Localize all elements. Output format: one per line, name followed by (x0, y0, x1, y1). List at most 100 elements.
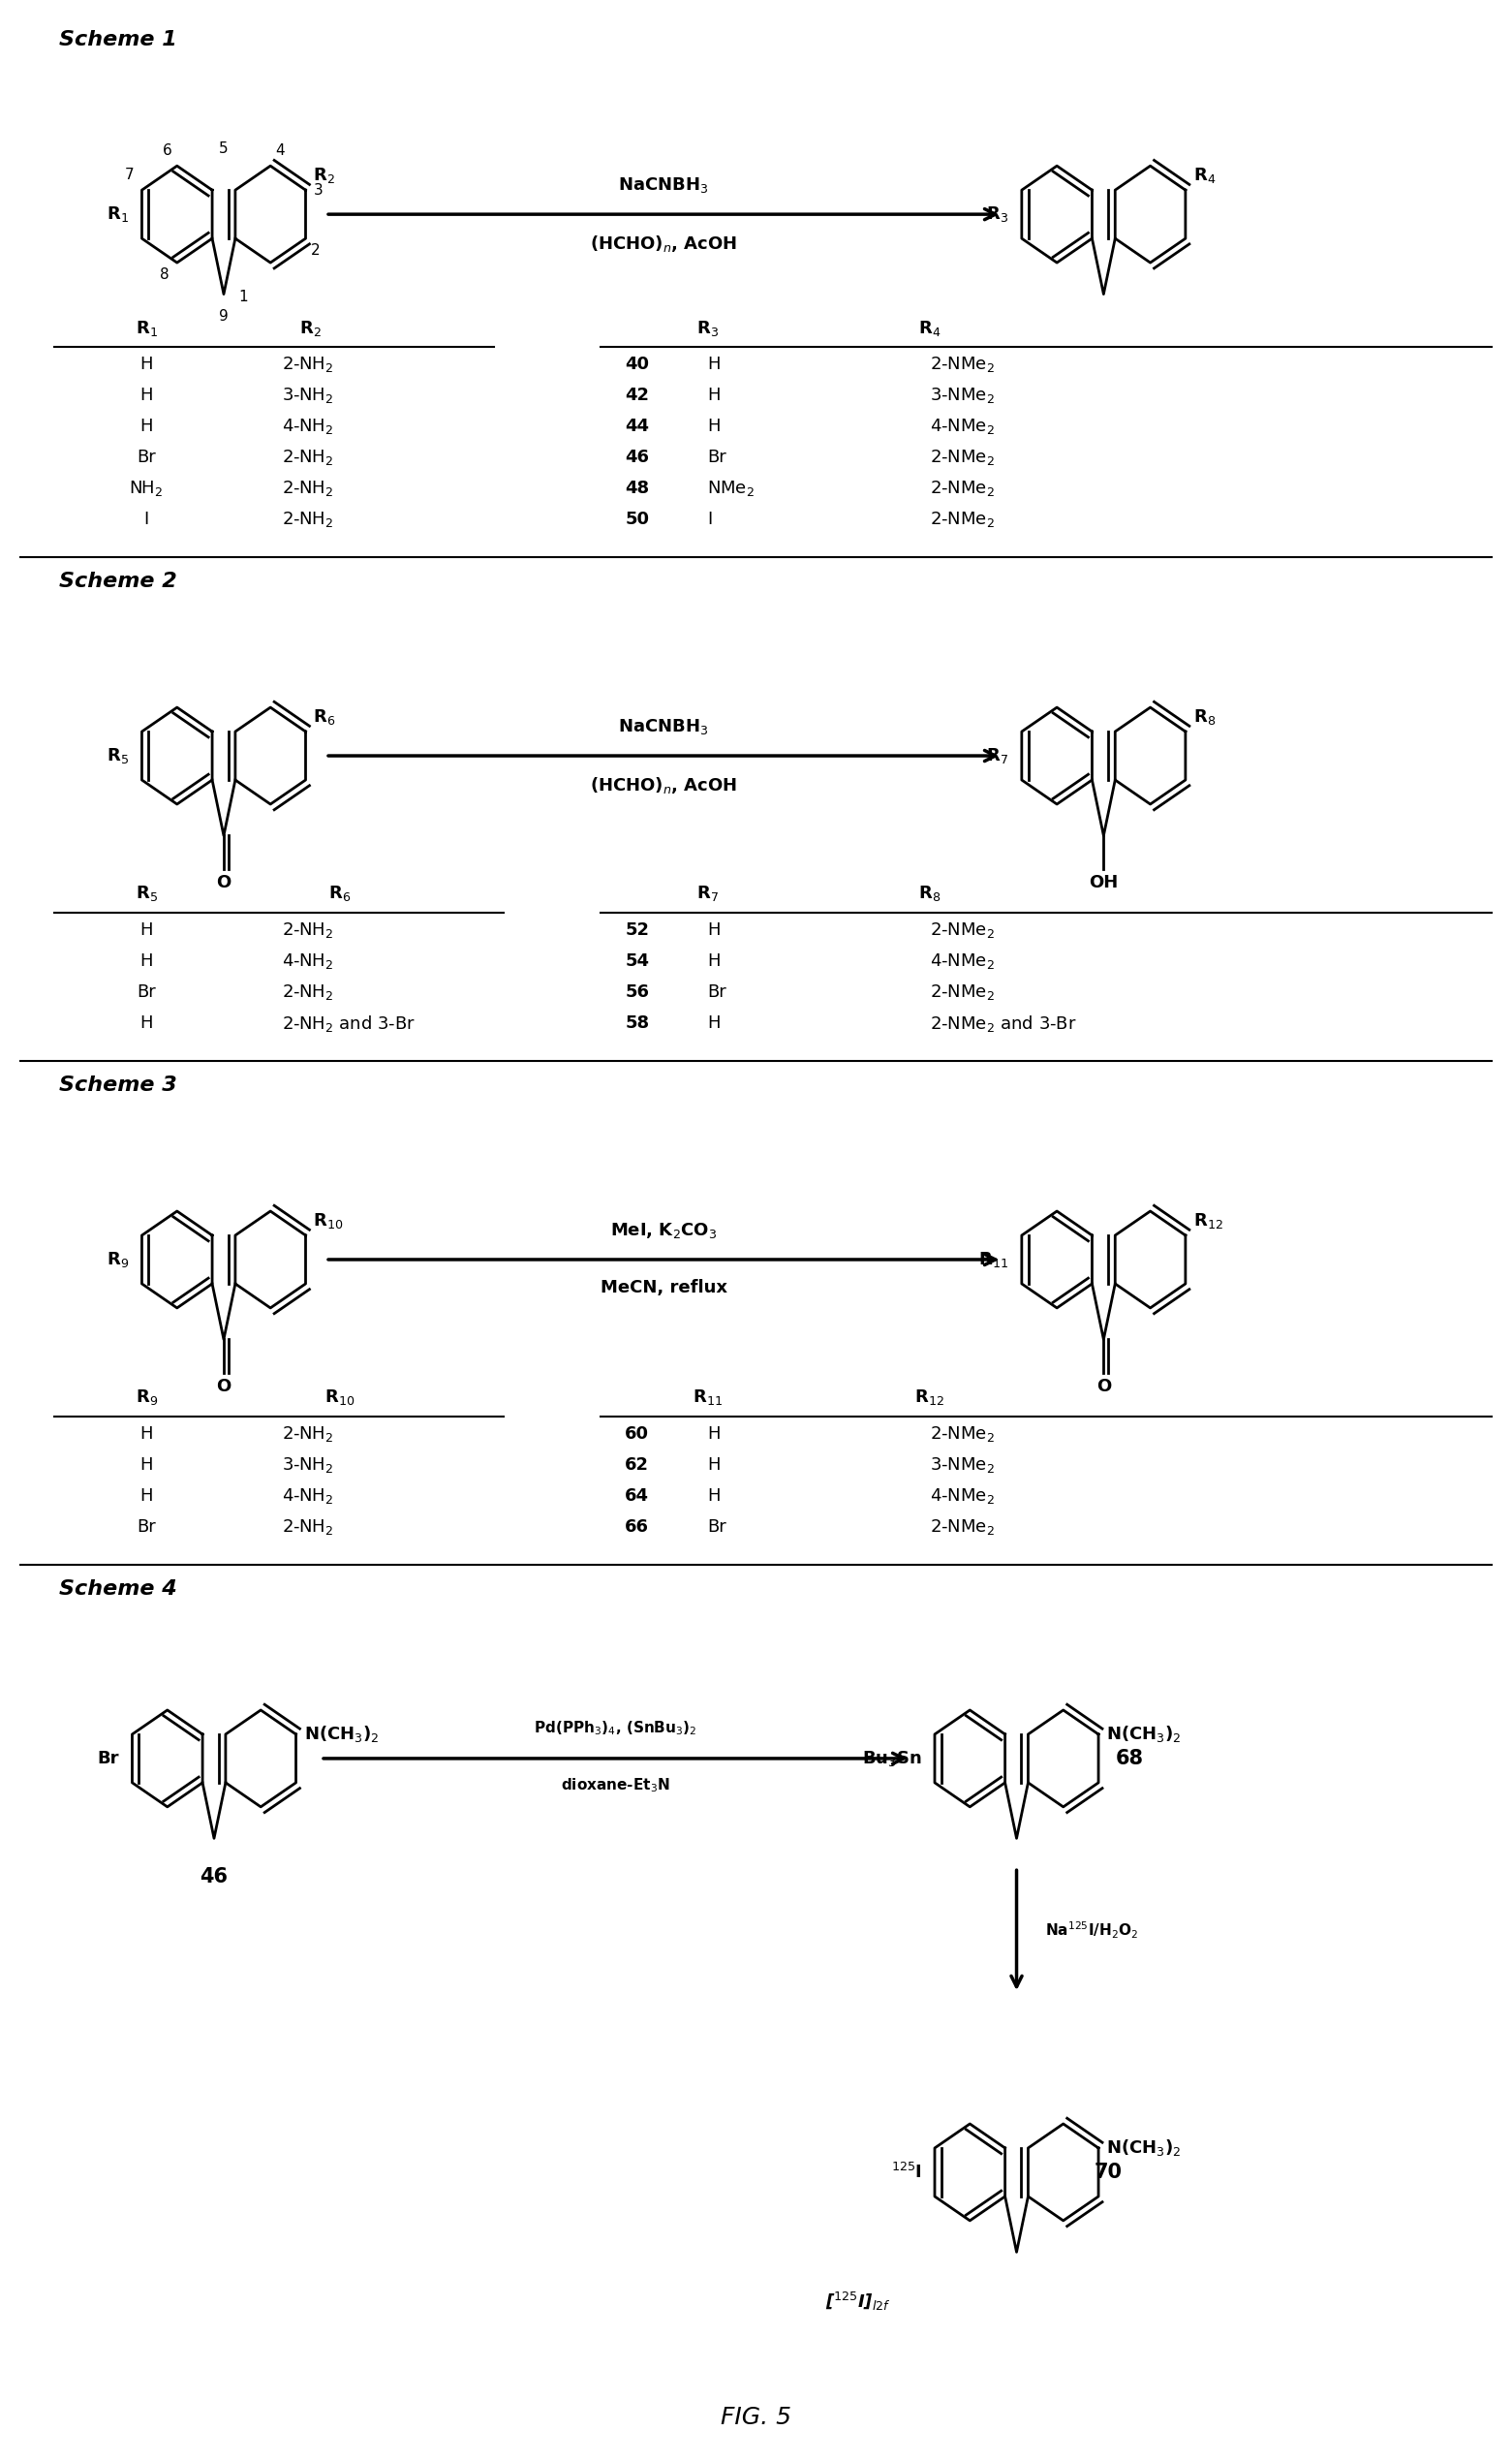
Text: 2-NH$_2$: 2-NH$_2$ (281, 480, 333, 497)
Text: 2-NH$_2$: 2-NH$_2$ (281, 982, 333, 1002)
Text: 2-NMe$_2$: 2-NMe$_2$ (930, 1425, 995, 1443)
Text: 2-NMe$_2$: 2-NMe$_2$ (930, 510, 995, 529)
Text: R$_3$: R$_3$ (696, 318, 718, 337)
Text: 2-NH$_2$: 2-NH$_2$ (281, 510, 333, 529)
Text: 42: 42 (624, 387, 649, 404)
Text: 4-NMe$_2$: 4-NMe$_2$ (930, 953, 995, 970)
Text: (HCHO)$_n$, AcOH: (HCHO)$_n$, AcOH (590, 234, 738, 254)
Text: H: H (708, 387, 720, 404)
Text: 2-NH$_2$: 2-NH$_2$ (281, 1425, 333, 1443)
Text: [$^{125}$I]$_{l2f}$: [$^{125}$I]$_{l2f}$ (826, 2290, 891, 2314)
Text: N(CH$_3$)$_2$: N(CH$_3$)$_2$ (1107, 1723, 1181, 1746)
Text: 3-NH$_2$: 3-NH$_2$ (281, 387, 333, 406)
Text: H: H (139, 921, 153, 938)
Text: 2-NMe$_2$: 2-NMe$_2$ (930, 921, 995, 940)
Text: H: H (708, 1487, 720, 1504)
Text: R$_9$: R$_9$ (135, 1389, 157, 1408)
Text: 62: 62 (624, 1458, 649, 1475)
Text: N(CH$_3$)$_2$: N(CH$_3$)$_2$ (304, 1723, 378, 1746)
Text: 2-NH$_2$: 2-NH$_2$ (281, 1517, 333, 1536)
Text: Na$^{125}$I/H$_2$O$_2$: Na$^{125}$I/H$_2$O$_2$ (1046, 1920, 1139, 1940)
Text: 4: 4 (275, 143, 284, 158)
Text: H: H (708, 953, 720, 970)
Text: Br: Br (136, 985, 156, 1002)
Text: 2-NH$_2$ and 3-Br: 2-NH$_2$ and 3-Br (281, 1014, 416, 1034)
Text: 4-NH$_2$: 4-NH$_2$ (281, 416, 333, 436)
Text: 8: 8 (160, 268, 169, 283)
Text: R$_1$: R$_1$ (135, 318, 157, 337)
Text: 2: 2 (310, 244, 319, 259)
Text: O: O (216, 1379, 231, 1396)
Text: Br: Br (136, 1519, 156, 1536)
Text: 56: 56 (624, 985, 649, 1002)
Text: I: I (708, 512, 712, 529)
Text: H: H (708, 1425, 720, 1443)
Text: R$_5$: R$_5$ (106, 746, 129, 766)
Text: R$_{10}$: R$_{10}$ (325, 1389, 355, 1408)
Text: Br: Br (136, 448, 156, 465)
Text: 2-NH$_2$: 2-NH$_2$ (281, 921, 333, 940)
Text: MeI, K$_2$CO$_3$: MeI, K$_2$CO$_3$ (611, 1221, 717, 1241)
Text: 3-NMe$_2$: 3-NMe$_2$ (930, 1455, 995, 1475)
Text: 9: 9 (219, 308, 228, 323)
Text: 46: 46 (200, 1866, 228, 1886)
Text: H: H (708, 1014, 720, 1032)
Text: Pd(PPh$_3$)$_4$, (SnBu$_3$)$_2$: Pd(PPh$_3$)$_4$, (SnBu$_3$)$_2$ (534, 1718, 697, 1738)
Text: OH: OH (1089, 874, 1119, 891)
Text: R$_{10}$: R$_{10}$ (313, 1211, 343, 1231)
Text: H: H (708, 357, 720, 374)
Text: 2-NH$_2$: 2-NH$_2$ (281, 355, 333, 374)
Text: 5: 5 (219, 143, 228, 155)
Text: NH$_2$: NH$_2$ (130, 480, 163, 497)
Text: 2-NMe$_2$: 2-NMe$_2$ (930, 480, 995, 497)
Text: 60: 60 (624, 1425, 649, 1443)
Text: R$_2$: R$_2$ (313, 165, 336, 185)
Text: I: I (144, 512, 148, 529)
Text: R$_4$: R$_4$ (918, 318, 940, 337)
Text: MeCN, reflux: MeCN, reflux (600, 1278, 727, 1297)
Text: Scheme 2: Scheme 2 (59, 571, 177, 591)
Text: 2-NMe$_2$: 2-NMe$_2$ (930, 355, 995, 374)
Text: Bu$_3$Sn: Bu$_3$Sn (862, 1748, 921, 1768)
Text: 2-NMe$_2$: 2-NMe$_2$ (930, 982, 995, 1002)
Text: H: H (139, 1487, 153, 1504)
Text: H: H (708, 419, 720, 436)
Text: FIG. 5: FIG. 5 (721, 2405, 791, 2428)
Text: 2-NMe$_2$ and 3-Br: 2-NMe$_2$ and 3-Br (930, 1014, 1077, 1034)
Text: Scheme 3: Scheme 3 (59, 1076, 177, 1096)
Text: 68: 68 (1116, 1748, 1143, 1768)
Text: Br: Br (708, 1519, 726, 1536)
Text: H: H (708, 1458, 720, 1475)
Text: R$_8$: R$_8$ (1193, 707, 1216, 726)
Text: R$_{12}$: R$_{12}$ (1193, 1211, 1223, 1231)
Text: (HCHO)$_n$, AcOH: (HCHO)$_n$, AcOH (590, 776, 738, 795)
Text: R$_1$: R$_1$ (106, 204, 129, 224)
Text: 70: 70 (1093, 2162, 1122, 2181)
Text: H: H (139, 953, 153, 970)
Text: H: H (139, 1425, 153, 1443)
Text: R$_3$: R$_3$ (986, 204, 1009, 224)
Text: Scheme 1: Scheme 1 (59, 30, 177, 49)
Text: O: O (1096, 1379, 1111, 1396)
Text: Br: Br (708, 448, 726, 465)
Text: R$_6$: R$_6$ (313, 707, 336, 726)
Text: H: H (139, 357, 153, 374)
Text: 2-NMe$_2$: 2-NMe$_2$ (930, 448, 995, 468)
Text: R$_7$: R$_7$ (696, 884, 718, 904)
Text: R$_{11}$: R$_{11}$ (978, 1251, 1009, 1270)
Text: H: H (139, 1458, 153, 1475)
Text: 4-NMe$_2$: 4-NMe$_2$ (930, 416, 995, 436)
Text: R$_4$: R$_4$ (1193, 165, 1216, 185)
Text: 2-NMe$_2$: 2-NMe$_2$ (930, 1517, 995, 1536)
Text: R$_8$: R$_8$ (918, 884, 940, 904)
Text: 64: 64 (624, 1487, 649, 1504)
Text: NMe$_2$: NMe$_2$ (708, 480, 754, 497)
Text: R$_2$: R$_2$ (299, 318, 322, 337)
Text: 7: 7 (125, 167, 135, 182)
Text: H: H (139, 387, 153, 404)
Text: 4-NMe$_2$: 4-NMe$_2$ (930, 1487, 995, 1507)
Text: 2-NH$_2$: 2-NH$_2$ (281, 448, 333, 468)
Text: 52: 52 (624, 921, 649, 938)
Text: 58: 58 (624, 1014, 649, 1032)
Text: 40: 40 (624, 357, 649, 374)
